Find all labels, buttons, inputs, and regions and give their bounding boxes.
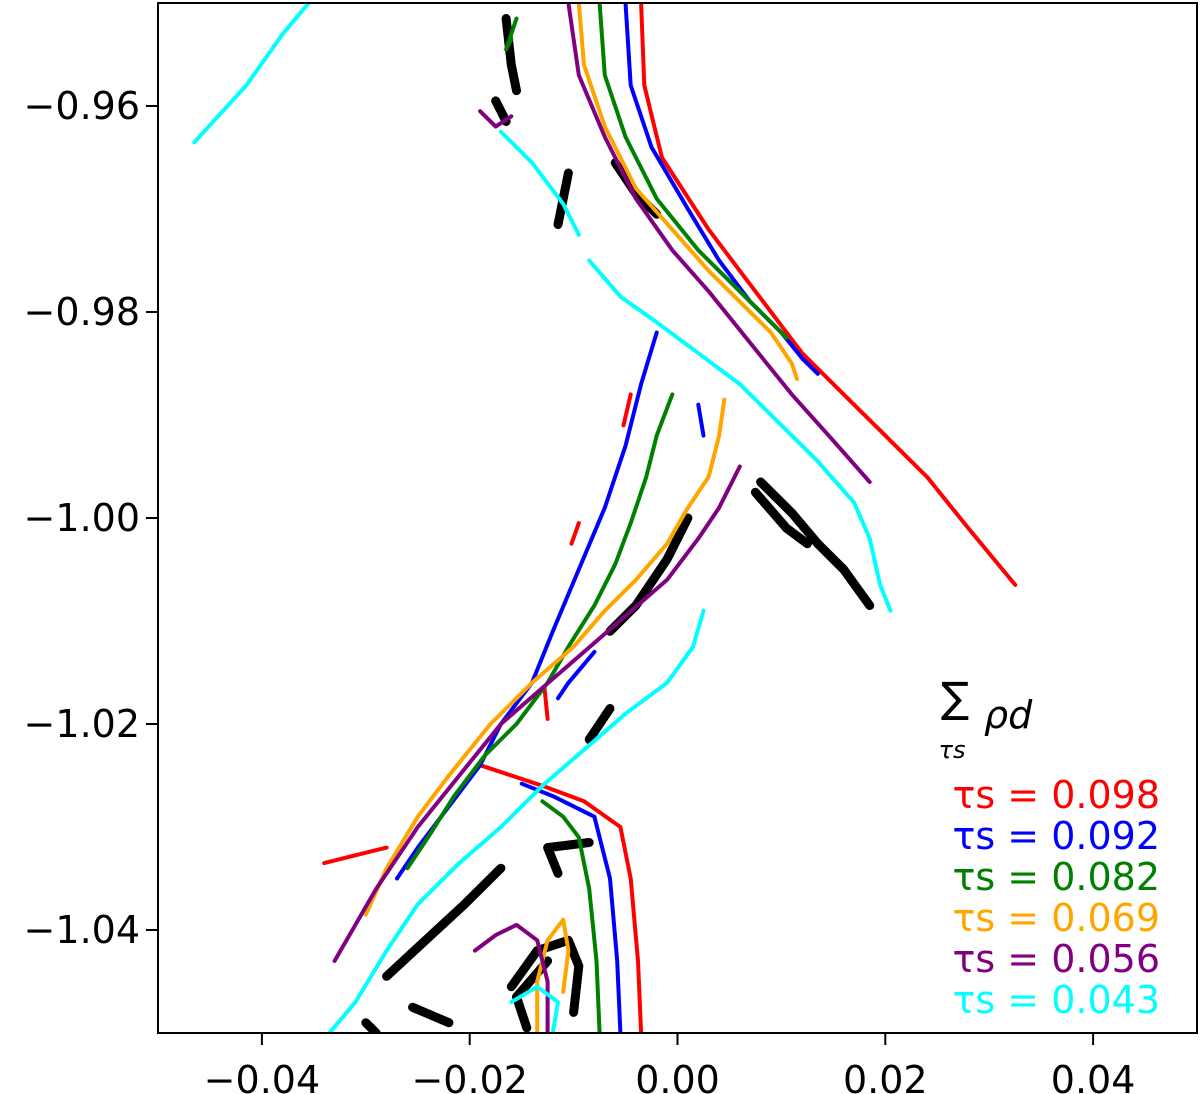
x-tick-label: 0.00 [635, 1058, 720, 1094]
legend-entry: τs = 0.056 [953, 937, 1160, 981]
contour-line [535, 917, 571, 1033]
y-tick-label: −1.04 [24, 908, 140, 952]
black-contour [756, 477, 875, 610]
y-tick-label: −1.00 [24, 496, 140, 540]
legend-entry: τs = 0.092 [953, 814, 1160, 858]
black-contour [361, 1018, 381, 1033]
contour-line [542, 685, 550, 721]
contour-line [623, 3, 820, 376]
contour-line [569, 521, 581, 546]
contour-line [576, 3, 799, 381]
x-tick-label: 0.02 [843, 1058, 928, 1094]
contour-line [327, 608, 706, 1033]
y-tick-label: −1.02 [24, 702, 140, 746]
black-contour [491, 96, 511, 126]
contour-line [509, 984, 560, 1033]
contour-line [566, 3, 872, 484]
contour-line [597, 3, 789, 340]
black-contour [750, 487, 812, 549]
legend-entry: τs = 0.082 [953, 855, 1160, 899]
x-tick-label: 0.04 [1051, 1058, 1136, 1094]
black-contour [605, 513, 693, 636]
contour-lines [192, 3, 1018, 1033]
contour-line [405, 392, 675, 871]
black-contour [584, 704, 615, 744]
contour-line [332, 464, 742, 963]
contour-line [395, 330, 659, 881]
y-tick-label: −0.96 [24, 84, 140, 128]
contour-line [472, 922, 550, 1033]
contour-line [639, 3, 1018, 587]
black-contour [501, 14, 521, 96]
legend-title-symbol: ρd [984, 693, 1033, 737]
x-tick-label: −0.04 [204, 1058, 320, 1094]
black-contour [382, 863, 506, 981]
contour-line [519, 781, 623, 1033]
contour-line [621, 392, 633, 428]
black-contour [553, 168, 573, 229]
contour-line [696, 402, 706, 438]
y-axis: −0.96 −0.98 −1.00 −1.02 −1.04 [24, 84, 158, 952]
legend-entry: τs = 0.069 [953, 896, 1160, 940]
contour-line [363, 397, 727, 917]
legend-entry: τs = 0.043 [953, 978, 1160, 1022]
legend-entry: τs = 0.098 [953, 773, 1160, 817]
contour-line [504, 16, 519, 52]
contour-line [478, 763, 644, 1033]
legend-title-sum: ∑ [941, 673, 969, 722]
contour-line [498, 129, 581, 237]
y-tick-label: −0.98 [24, 290, 140, 334]
contour-line [192, 3, 311, 145]
x-tick-label: −0.02 [411, 1058, 527, 1094]
contour-line [540, 799, 602, 1033]
legend-title-subscript: τs [939, 736, 966, 764]
contour-line [322, 845, 389, 866]
black-contour [408, 1002, 454, 1028]
contour-line [587, 258, 893, 613]
contour-line [478, 109, 514, 129]
x-axis: −0.04 −0.02 0.00 0.02 0.04 [204, 1033, 1136, 1094]
contour-line [556, 649, 597, 701]
black-contour [543, 838, 594, 878]
